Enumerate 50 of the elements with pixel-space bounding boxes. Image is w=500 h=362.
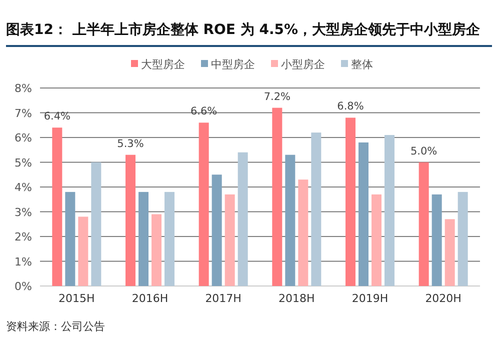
chart-title: 图表12： 上半年上市房企整体 ROE 为 4.5%，大型房企领先于中小型房企 — [6, 21, 482, 38]
bar — [372, 194, 382, 286]
data-label: 6.4% — [44, 110, 71, 123]
x-tick-label: 2018H — [278, 292, 315, 305]
data-label: 6.8% — [337, 100, 364, 113]
bar — [126, 154, 136, 286]
data-label: 5.3% — [117, 138, 144, 150]
bar — [285, 154, 296, 286]
bar — [198, 122, 209, 286]
bar — [65, 192, 76, 286]
legend-label: 小型房企 — [281, 58, 325, 71]
text: 资料来源：公司公告 — [6, 320, 105, 333]
y-tick-label: 5% — [14, 156, 32, 170]
bar — [91, 162, 102, 286]
bar — [212, 174, 222, 286]
y-tick-label: 3% — [14, 206, 32, 219]
bar — [272, 108, 282, 286]
bar — [78, 216, 88, 286]
y-tick-label: 6% — [14, 132, 32, 144]
bar — [358, 142, 368, 286]
y-tick-label: 7% — [14, 106, 32, 120]
bar — [418, 162, 429, 286]
legend-label: 大型房企 — [141, 58, 185, 71]
x-tick-label: 2016H — [132, 292, 168, 305]
bar — [138, 192, 148, 286]
x-tick-label: 2019H — [352, 292, 388, 305]
bar — [152, 214, 162, 286]
legend-label: 整体 — [351, 58, 373, 71]
bar — [238, 152, 248, 286]
y-tick-label: 4% — [14, 181, 32, 194]
bar — [224, 194, 235, 286]
bar — [444, 219, 455, 286]
bar — [298, 180, 308, 286]
x-tick-label: 2017H — [205, 292, 242, 305]
bar — [432, 194, 442, 286]
bar — [52, 128, 62, 286]
x-tick-label: 2020H — [425, 292, 462, 305]
y-tick-label: 0% — [14, 280, 32, 293]
data-label: 7.2% — [264, 90, 291, 103]
bar — [384, 135, 394, 286]
bar — [346, 118, 356, 286]
data-label: 5.0% — [410, 145, 438, 158]
bar — [311, 132, 322, 286]
x-tick-label: 2015H — [58, 292, 95, 305]
legend-label: 中型房企 — [211, 58, 255, 71]
y-tick-label: 8% — [14, 82, 32, 95]
y-tick-label: 2% — [14, 230, 32, 244]
bar — [164, 192, 174, 286]
y-tick-label: 1% — [14, 255, 32, 268]
bar — [458, 192, 468, 286]
